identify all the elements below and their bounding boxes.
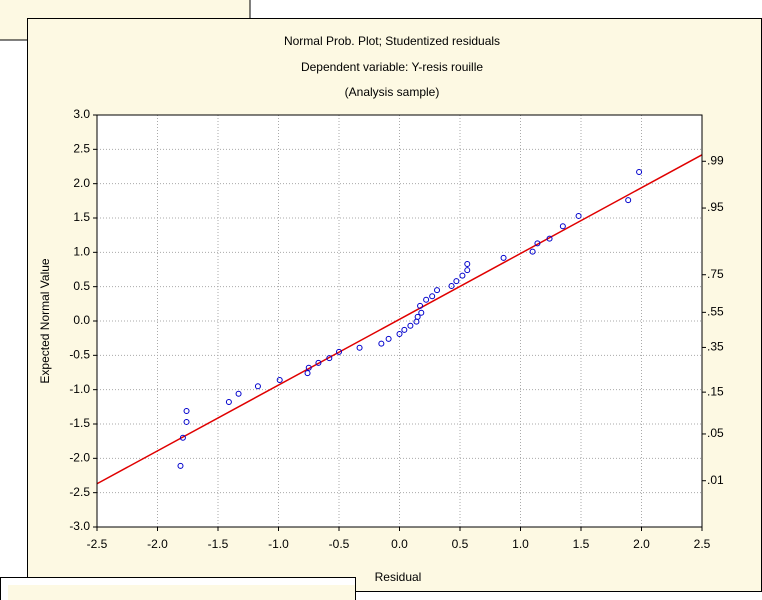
data-point (276, 377, 283, 384)
data-point (336, 348, 342, 355)
x-tick-label: -2.0 (147, 537, 168, 551)
y2-tick-label: .95 (707, 200, 724, 214)
data-point (464, 261, 471, 268)
data-point (183, 407, 190, 414)
data-point (534, 240, 541, 247)
x-tick-label: 0.5 (452, 537, 469, 551)
data-point (401, 326, 408, 333)
data-point (326, 355, 333, 362)
y-tick-label: -0.5 (69, 348, 90, 362)
y-tick-label: -1.5 (69, 416, 90, 430)
data-point (429, 293, 436, 300)
data-point (235, 390, 242, 397)
data-point (304, 370, 311, 377)
data-point (407, 322, 414, 329)
y-tick-label: 0.0 (73, 313, 90, 327)
data-point (179, 434, 186, 441)
x-tick-label: 2.0 (633, 537, 650, 551)
x-tick-label: 0.0 (391, 537, 408, 551)
data-point (183, 418, 190, 425)
y2-tick-label: .75 (707, 267, 724, 281)
data-point (418, 309, 425, 316)
fit-line (96, 154, 703, 485)
x-tick-label: 1.5 (573, 537, 590, 551)
data-point (423, 296, 430, 303)
chart-title: Normal Prob. Plot; Studentized residuals (284, 34, 500, 48)
data-point (254, 383, 261, 390)
data-point (378, 340, 385, 347)
data-point (459, 272, 466, 279)
y2-tick-label: .05 (707, 426, 724, 440)
data-point (464, 267, 471, 274)
y-tick-label: 2.5 (73, 142, 90, 156)
data-point (453, 278, 460, 285)
chart-subtitle: Dependent variable: Y-resis rouille (301, 60, 483, 74)
y2-tick-label: .55 (707, 305, 724, 319)
data-point (414, 313, 421, 320)
y-axis-label: Expected Normal Value (38, 258, 52, 384)
y2-tick-label: .01 (707, 473, 724, 487)
data-point (500, 254, 507, 261)
data-point (448, 282, 455, 289)
data-point (315, 359, 322, 366)
data-point (396, 331, 403, 338)
x-tick-label: -1.5 (208, 537, 229, 551)
y-tick-label: -3.0 (69, 519, 90, 533)
y2-tick-label: .99 (707, 153, 724, 167)
x-tick-label: -2.5 (87, 537, 108, 551)
data-point (636, 168, 643, 175)
x-tick-label: -0.5 (329, 537, 350, 551)
data-point (177, 462, 184, 469)
y-tick-label: 2.0 (73, 176, 90, 190)
data-point (225, 399, 232, 406)
data-point (305, 364, 312, 371)
data-point (559, 223, 566, 230)
y2-tick-label: .35 (707, 340, 724, 354)
data-point (434, 287, 441, 294)
y-tick-label: 1.0 (73, 245, 90, 259)
y-tick-label: -1.0 (69, 382, 90, 396)
y2-tick-label: .15 (707, 384, 724, 398)
data-point (529, 248, 536, 255)
data-point (575, 212, 582, 219)
x-axis-label: Residual (375, 570, 422, 584)
bottom-window-body (8, 585, 355, 600)
x-tick-label: -1.0 (268, 537, 289, 551)
data-point (385, 335, 392, 342)
x-tick-label: 2.5 (694, 537, 711, 551)
y-tick-label: 3.0 (73, 107, 90, 121)
y-tick-label: 0.5 (73, 279, 90, 293)
chart-subtitle: (Analysis sample) (345, 85, 440, 99)
data-point (356, 344, 363, 351)
y-tick-label: -2.5 (69, 485, 90, 499)
y-tick-label: -2.0 (69, 451, 90, 465)
data-point (546, 235, 553, 242)
x-tick-label: 1.0 (512, 537, 529, 551)
data-point (417, 302, 424, 309)
data-point (625, 197, 632, 204)
y-tick-label: 1.5 (73, 210, 90, 224)
